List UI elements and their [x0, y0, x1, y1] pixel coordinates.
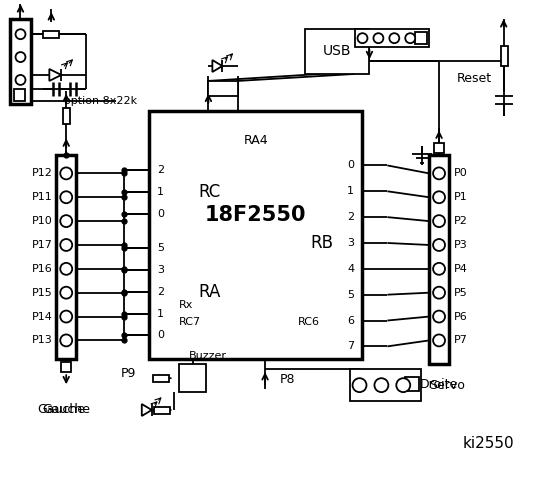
Bar: [43, 31, 59, 38]
Text: Gauche: Gauche: [42, 403, 90, 416]
Circle shape: [60, 215, 72, 227]
Text: P9: P9: [121, 367, 137, 380]
Polygon shape: [142, 404, 152, 416]
Bar: [154, 407, 170, 414]
Bar: [56, 156, 76, 360]
Text: P11: P11: [32, 192, 53, 202]
Text: option 8x22k: option 8x22k: [65, 96, 138, 106]
Circle shape: [433, 335, 445, 347]
Bar: [434, 143, 444, 153]
Text: Rx: Rx: [179, 300, 193, 310]
Text: 5: 5: [347, 290, 354, 300]
Text: P7: P7: [454, 336, 468, 346]
Text: RB: RB: [311, 234, 334, 252]
Text: P0: P0: [454, 168, 468, 179]
Circle shape: [373, 33, 383, 43]
Circle shape: [433, 192, 445, 203]
Text: 2: 2: [347, 212, 354, 222]
Bar: [61, 362, 71, 372]
Text: RC7: RC7: [179, 316, 201, 326]
Polygon shape: [49, 69, 61, 81]
Text: 5: 5: [157, 243, 164, 253]
Text: 2: 2: [157, 166, 164, 175]
Circle shape: [60, 311, 72, 323]
Circle shape: [60, 263, 72, 275]
Bar: [9, 19, 32, 104]
Text: P12: P12: [32, 168, 53, 179]
Circle shape: [433, 311, 445, 323]
Text: P16: P16: [32, 264, 53, 274]
Text: P3: P3: [454, 240, 468, 250]
Circle shape: [15, 52, 25, 62]
Bar: [305, 29, 369, 74]
Circle shape: [433, 239, 445, 251]
Text: Droite: Droite: [420, 378, 458, 391]
Text: P15: P15: [32, 288, 53, 298]
Text: 6: 6: [347, 315, 354, 325]
Text: P8: P8: [280, 372, 295, 386]
Text: P13: P13: [32, 336, 53, 346]
Text: 0: 0: [157, 330, 164, 340]
Bar: [349, 369, 421, 401]
Text: Gauche: Gauche: [37, 403, 85, 416]
Circle shape: [60, 287, 72, 299]
Text: 18F2550: 18F2550: [205, 205, 306, 225]
Bar: [179, 364, 206, 392]
Circle shape: [433, 168, 445, 180]
Text: Buzzer: Buzzer: [189, 351, 227, 361]
Polygon shape: [212, 60, 222, 72]
Circle shape: [397, 378, 410, 392]
Bar: [415, 32, 427, 44]
Circle shape: [374, 378, 388, 392]
Text: 2: 2: [157, 287, 164, 297]
Bar: [153, 375, 169, 382]
Bar: [63, 108, 70, 124]
Bar: [429, 156, 449, 364]
Text: RC: RC: [199, 183, 221, 201]
Bar: [13, 89, 25, 101]
Circle shape: [405, 33, 415, 43]
Circle shape: [358, 33, 368, 43]
Bar: [500, 46, 508, 66]
Text: P14: P14: [32, 312, 53, 322]
Text: Servo: Servo: [429, 379, 465, 392]
Text: 1: 1: [157, 309, 164, 319]
Text: 3: 3: [347, 238, 354, 248]
Text: RA4: RA4: [243, 134, 268, 147]
Text: 3: 3: [157, 265, 164, 275]
Circle shape: [433, 287, 445, 299]
Text: P10: P10: [32, 216, 53, 226]
Circle shape: [60, 168, 72, 180]
Text: 0: 0: [347, 160, 354, 170]
Circle shape: [15, 75, 25, 85]
Text: ki2550: ki2550: [463, 436, 515, 451]
Text: 1: 1: [157, 187, 164, 197]
Circle shape: [60, 192, 72, 203]
Text: 0: 0: [157, 209, 164, 219]
Text: USB: USB: [322, 44, 351, 58]
Text: Reset: Reset: [457, 72, 492, 85]
Text: 1: 1: [347, 186, 354, 196]
Text: 7: 7: [347, 341, 354, 351]
Text: P5: P5: [454, 288, 468, 298]
Text: RC6: RC6: [298, 316, 320, 326]
Text: P2: P2: [454, 216, 468, 226]
Circle shape: [15, 29, 25, 39]
Text: P6: P6: [454, 312, 468, 322]
Circle shape: [353, 378, 367, 392]
Circle shape: [433, 215, 445, 227]
Text: P1: P1: [454, 192, 468, 202]
Text: RA: RA: [199, 283, 221, 300]
Circle shape: [389, 33, 399, 43]
Circle shape: [60, 335, 72, 347]
Text: P4: P4: [454, 264, 468, 274]
Bar: [354, 29, 429, 47]
Bar: [208, 81, 238, 96]
Bar: [149, 111, 363, 360]
Bar: [405, 377, 419, 391]
Circle shape: [60, 239, 72, 251]
Text: 4: 4: [347, 264, 354, 274]
Circle shape: [433, 263, 445, 275]
Text: P17: P17: [32, 240, 53, 250]
